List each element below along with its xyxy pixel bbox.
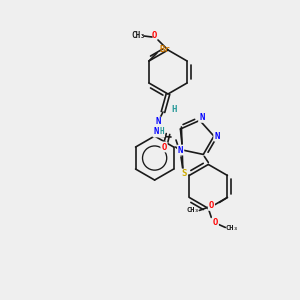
Text: N: N	[199, 113, 204, 122]
Text: N: N	[178, 146, 183, 154]
Text: N: N	[153, 128, 159, 136]
Text: N: N	[214, 132, 220, 141]
Text: CH₃: CH₃	[226, 225, 239, 231]
Text: CH₃: CH₃	[187, 207, 200, 213]
Text: Br: Br	[160, 46, 171, 55]
Text: H: H	[171, 104, 176, 113]
Text: O: O	[209, 201, 214, 210]
Text: S: S	[181, 169, 187, 178]
Text: CH₃: CH₃	[131, 32, 145, 40]
Text: O: O	[151, 32, 157, 40]
Text: H: H	[160, 128, 164, 136]
Text: N: N	[155, 118, 161, 127]
Text: O: O	[213, 218, 218, 227]
Text: O: O	[161, 142, 167, 152]
